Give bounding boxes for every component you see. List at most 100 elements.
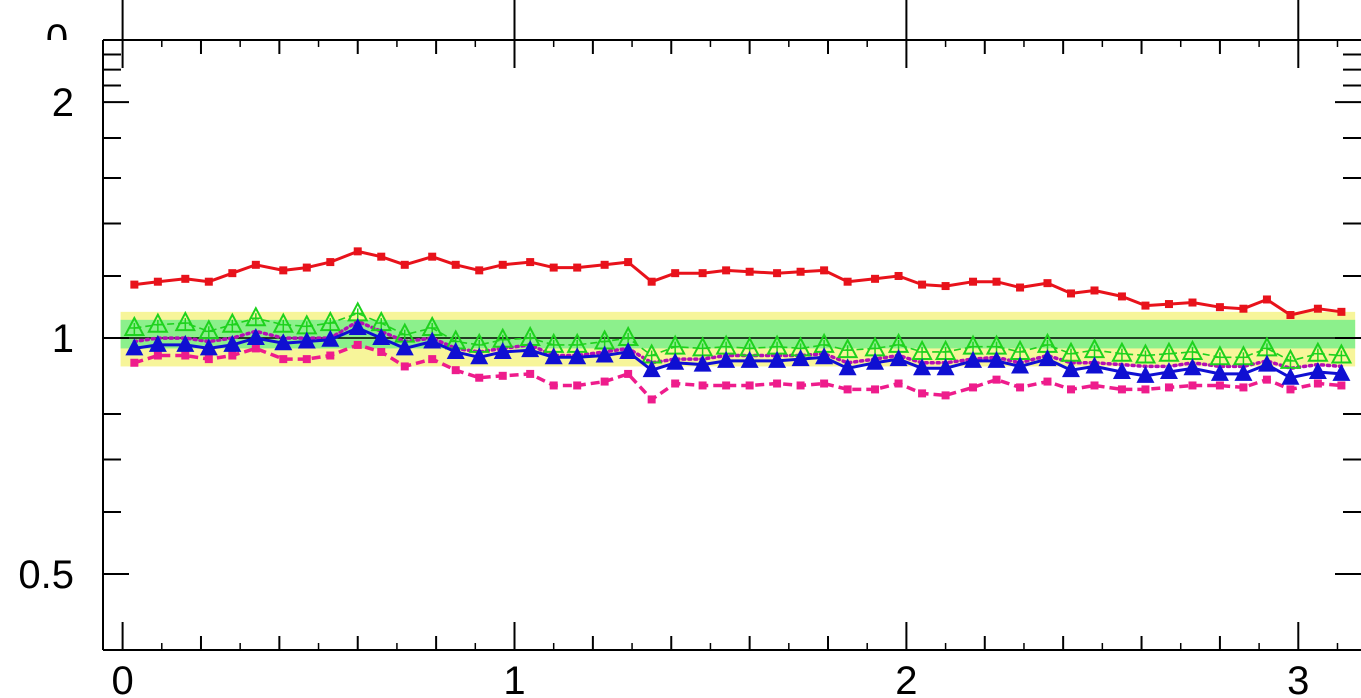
- series-0-point: [549, 263, 558, 272]
- series-0-point: [796, 267, 805, 276]
- x-tick-label: 1: [503, 659, 525, 698]
- series-1-point: [1117, 385, 1126, 394]
- series-1-point: [918, 389, 927, 398]
- series-0-point: [302, 263, 311, 272]
- series-4-point: [1257, 354, 1276, 372]
- series-4-point: [717, 350, 736, 368]
- series-4-point: [913, 358, 932, 376]
- series-1-point: [796, 381, 805, 390]
- series-0-point: [353, 247, 362, 256]
- series-4-point: [223, 334, 242, 352]
- series-1-point: [1313, 379, 1322, 388]
- series-1-point: [181, 351, 190, 360]
- series-0-point: [279, 266, 288, 275]
- series-1-point: [1188, 381, 1197, 390]
- series-4-point: [889, 349, 908, 367]
- series-1-point: [1066, 385, 1075, 394]
- series-1-point: [1016, 383, 1025, 392]
- series-4-point: [348, 317, 367, 335]
- series-0-point: [600, 260, 609, 269]
- series-1-point: [698, 381, 707, 390]
- series-4-point: [1061, 360, 1080, 378]
- series-0-line: [134, 249, 1342, 317]
- series-4: [125, 317, 1351, 385]
- y-tick-label: 2: [52, 81, 74, 125]
- series-0-point: [1337, 307, 1346, 316]
- series-4-point: [1159, 362, 1178, 380]
- series-0-point: [1141, 301, 1150, 310]
- series-1-point: [941, 391, 950, 400]
- y-tick-label: 0.5: [18, 553, 74, 597]
- y-tick-label: 1: [52, 317, 74, 361]
- series-4-point: [1085, 356, 1104, 374]
- series-4-point: [148, 334, 167, 352]
- series-1-point: [353, 340, 362, 349]
- series-0-point: [871, 274, 880, 283]
- series-4-point: [1183, 358, 1202, 376]
- series-0-point: [671, 269, 680, 278]
- series-0-point: [204, 277, 213, 286]
- series-1-point: [1090, 381, 1099, 390]
- series-group: [123, 247, 1353, 404]
- series-0-point: [526, 258, 535, 267]
- series-4-point: [666, 352, 685, 370]
- series-4-point: [642, 360, 661, 378]
- series-1-point: [377, 347, 386, 356]
- series-0-point: [1043, 279, 1052, 288]
- series-1-point: [894, 379, 903, 388]
- series-4-point: [1210, 363, 1229, 381]
- series-4-point: [595, 345, 614, 363]
- series-0-point: [451, 260, 460, 269]
- series-4-point: [470, 347, 489, 365]
- series-0-point: [1313, 304, 1322, 313]
- series-0-point: [1262, 295, 1271, 304]
- series-0-point: [969, 277, 978, 286]
- series-0-point: [820, 266, 829, 275]
- series-0-point: [722, 266, 731, 275]
- series-4-point: [1011, 356, 1030, 374]
- series-0-point: [251, 260, 260, 269]
- series-1-point: [671, 379, 680, 388]
- series-2-line: [132, 319, 1344, 371]
- series-1-point: [1141, 385, 1150, 394]
- series-0-point: [1215, 303, 1224, 312]
- series-0-point: [573, 263, 582, 272]
- series-4-point: [395, 338, 414, 356]
- series-0-point: [1016, 283, 1025, 292]
- series-1-point: [549, 381, 558, 390]
- series-0-point: [498, 260, 507, 269]
- series-1-point: [1164, 383, 1173, 392]
- series-4-point: [740, 350, 759, 368]
- series-1-point: [326, 351, 335, 360]
- series-0-point: [745, 267, 754, 276]
- series-4-point: [1234, 363, 1253, 381]
- x-tick-label: 3: [1287, 659, 1309, 698]
- series-4-point: [1308, 362, 1327, 380]
- series-0: [130, 247, 1346, 320]
- series-1-point: [498, 371, 507, 380]
- series-1-point: [773, 379, 782, 388]
- series-0-point: [181, 274, 190, 283]
- series-1-point: [475, 373, 484, 382]
- series-4-point: [815, 347, 834, 365]
- series-4-point: [1332, 363, 1351, 381]
- series-1-point: [153, 351, 162, 360]
- series-1: [130, 340, 1346, 404]
- series-4-point: [423, 331, 442, 349]
- series-1-point: [1286, 385, 1295, 394]
- series-0-point: [1090, 286, 1099, 295]
- series-1-point: [992, 375, 1001, 384]
- series-4-point: [544, 347, 563, 365]
- series-0-point: [153, 277, 162, 286]
- series-1-point: [400, 362, 409, 371]
- series-0-point: [1188, 298, 1197, 307]
- series-0-point: [773, 269, 782, 278]
- series-1-point: [451, 366, 460, 375]
- series-4-point: [1136, 365, 1155, 383]
- series-4-point: [964, 350, 983, 368]
- series-1-point: [130, 358, 139, 367]
- series-1-point: [871, 385, 880, 394]
- series-2: [132, 319, 1344, 371]
- series-4-point: [321, 329, 340, 347]
